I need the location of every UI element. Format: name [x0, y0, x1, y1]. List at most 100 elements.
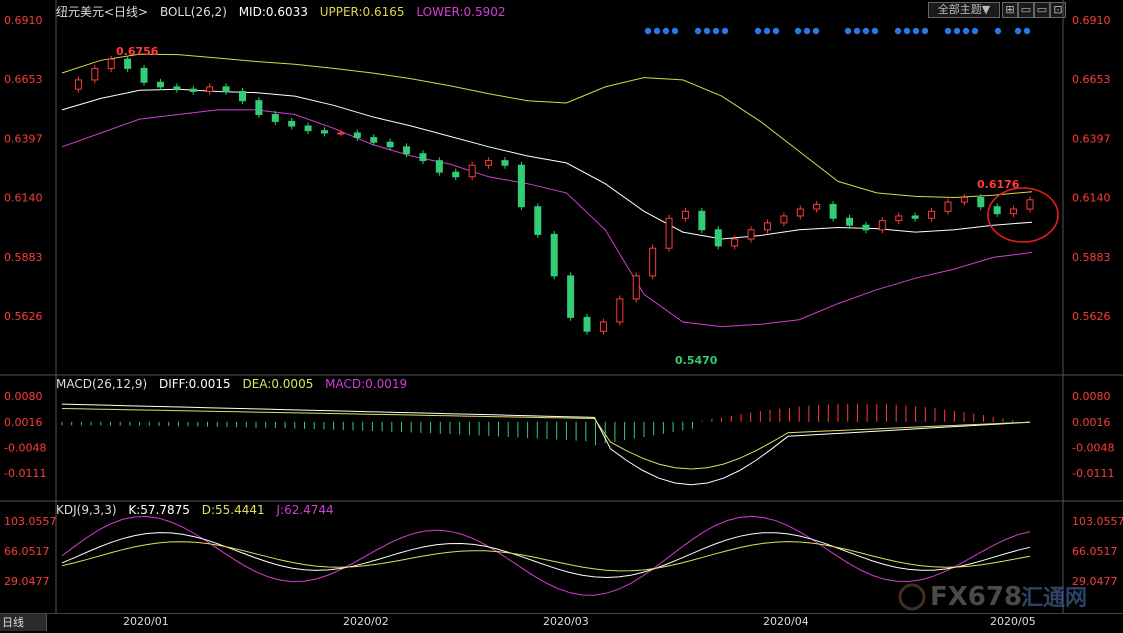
- theme-dropdown[interactable]: 全部主题▼: [928, 2, 1000, 18]
- timeframe-tab[interactable]: 日线: [0, 614, 47, 631]
- candle-body: [829, 203, 837, 219]
- candle-body: [222, 86, 230, 92]
- event-marker: [994, 27, 1002, 35]
- watermark-text: FX678: [930, 582, 1022, 612]
- y-tick-label-left: 0.6653: [4, 73, 43, 86]
- candle-body: [255, 100, 263, 116]
- candle-body: [550, 233, 558, 277]
- y-tick-label-left: 0.6397: [4, 132, 43, 145]
- event-marker: [1014, 27, 1022, 35]
- footer-bar: [0, 613, 1123, 633]
- grid-icon[interactable]: ⊞: [1002, 2, 1018, 18]
- candle-body: [419, 153, 427, 162]
- candle-body: [321, 130, 329, 134]
- candle-body: [977, 197, 985, 208]
- candle-body: [796, 208, 804, 217]
- event-marker: [944, 27, 952, 35]
- y-tick-label-left: 0.5626: [4, 310, 43, 323]
- candle-body: [156, 81, 164, 88]
- kdj-y-tick-left: 103.0557: [4, 515, 57, 528]
- candle-body: [960, 197, 968, 203]
- event-marker: [703, 27, 711, 35]
- macd-y-tick-right: -0.0048: [1072, 442, 1114, 455]
- event-marker: [912, 27, 920, 35]
- event-marker: [953, 27, 961, 35]
- candle-body: [1026, 199, 1034, 210]
- candle-body: [1010, 208, 1018, 215]
- macd-dea-line: [61, 408, 1031, 470]
- y-tick-label-right: 0.5883: [1072, 251, 1111, 264]
- y-tick-label-right: 0.5626: [1072, 310, 1111, 323]
- candle-body: [665, 217, 673, 249]
- y-tick-label-right: 0.6653: [1072, 73, 1111, 86]
- candle-body: [91, 67, 99, 81]
- event-marker: [644, 27, 652, 35]
- kdj-k: K:57.7875: [128, 503, 190, 517]
- macd-y-tick-right: -0.0111: [1072, 467, 1114, 480]
- event-marker: [862, 27, 870, 35]
- macd-y-tick-left: -0.0048: [4, 442, 46, 455]
- y-tick-label-left: 0.6910: [4, 14, 43, 27]
- candle-body: [468, 164, 476, 178]
- candle-body: [140, 67, 148, 83]
- macd-header: MACD(26,12,9) DIFF:0.0015 DEA:0.0005 MAC…: [56, 377, 415, 391]
- event-marker: [853, 27, 861, 35]
- y-tick-label-right: 0.6910: [1072, 14, 1111, 27]
- macd-label: MACD(26,12,9): [56, 377, 148, 391]
- candle-body: [632, 275, 640, 300]
- macd-diff: DIFF:0.0015: [158, 377, 231, 391]
- candle-body: [944, 201, 952, 212]
- candle-body: [238, 90, 246, 102]
- event-marker: [671, 27, 679, 35]
- event-marker: [653, 27, 661, 35]
- candle-body: [534, 206, 542, 235]
- candle-body: [206, 86, 214, 92]
- kdj-y-tick-left: 29.0477: [4, 575, 50, 588]
- event-marker: [962, 27, 970, 35]
- candle-body: [288, 120, 296, 127]
- candle-body: [386, 141, 394, 148]
- candle-body: [714, 229, 722, 247]
- candle-body: [501, 160, 509, 166]
- y-tick-label-left: 0.5883: [4, 251, 43, 264]
- event-marker: [803, 27, 811, 35]
- event-marker: [921, 27, 929, 35]
- kdj-header: KDJ(9,3,3) K:57.7875 D:55.4441 J:62.4744: [56, 503, 342, 517]
- main-header: 纽元美元<日线> BOLL(26,2) MID:0.6033 UPPER:0.6…: [56, 3, 514, 20]
- boll-mid: MID:0.6033: [238, 5, 308, 19]
- candle-body: [452, 171, 460, 178]
- symbol-label[interactable]: 纽元美元<日线>: [56, 5, 149, 19]
- boll-upper-line: [61, 53, 1033, 199]
- candle-body: [173, 86, 181, 90]
- candle-body: [403, 146, 411, 155]
- kdj-label: KDJ(9,3,3): [56, 503, 117, 517]
- event-marker: [694, 27, 702, 35]
- event-marker: [772, 27, 780, 35]
- candle-body: [878, 220, 886, 231]
- candle-body: [107, 58, 115, 69]
- x-tick-label: 2020/05: [990, 615, 1036, 628]
- kdj-y-tick-right: 103.0557: [1072, 515, 1123, 528]
- y-tick-label-right: 0.6397: [1072, 132, 1111, 145]
- watermark-cn-text: 汇通网: [1021, 586, 1087, 611]
- minimize-icon[interactable]: ▭: [1018, 2, 1034, 18]
- candle-body: [599, 321, 607, 332]
- candle-body: [485, 160, 493, 166]
- event-marker: [1023, 27, 1031, 35]
- restore-icon[interactable]: ▭: [1034, 2, 1050, 18]
- recent-high-annotation: 0.6176: [977, 178, 1020, 191]
- candle-body: [698, 210, 706, 231]
- candle-body: [747, 229, 755, 240]
- candle-body: [616, 298, 624, 323]
- expand-icon[interactable]: ⊡: [1050, 2, 1066, 18]
- candle-body: [911, 215, 919, 219]
- x-tick-label: 2020/03: [543, 615, 589, 628]
- event-marker: [712, 27, 720, 35]
- kdj-k-line: [61, 532, 1031, 579]
- highlight-circle: [987, 187, 1059, 243]
- candle-body: [189, 88, 197, 92]
- candle-body: [353, 132, 361, 139]
- candle-body: [731, 238, 739, 247]
